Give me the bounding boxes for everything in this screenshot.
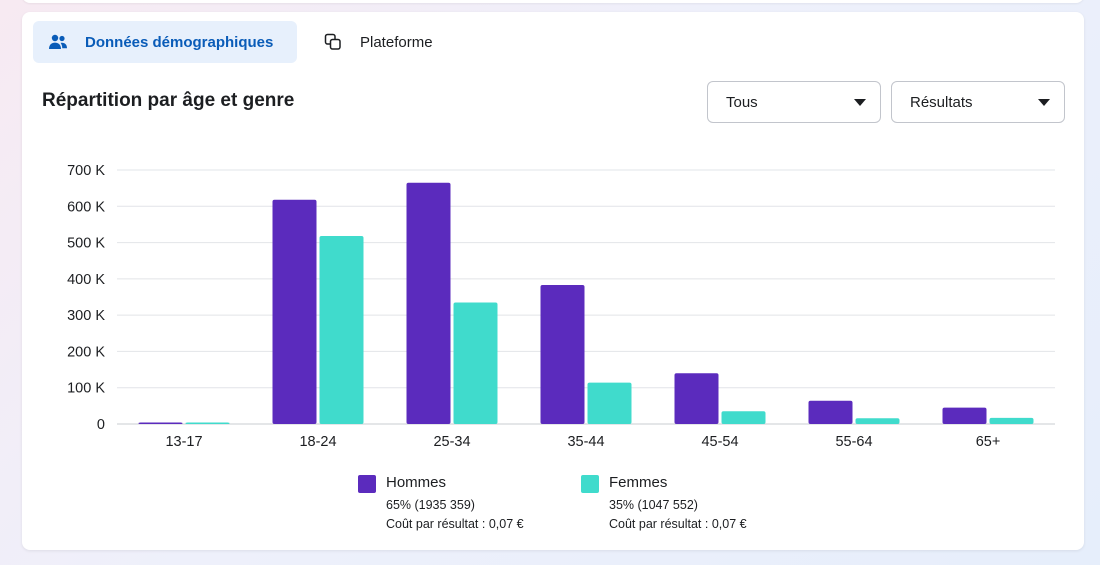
y-tick-label: 600 K: [67, 199, 105, 215]
bar-hommes-45-54[interactable]: [674, 373, 719, 424]
y-tick-label: 500 K: [67, 236, 105, 252]
legend-share-hommes: 65% (1935 359): [386, 498, 475, 512]
legend-swatch-hommes: [358, 475, 376, 493]
x-tick-label: 65+: [976, 434, 1001, 450]
x-tick-label: 25-34: [433, 434, 470, 450]
bar-hommes-35-44[interactable]: [540, 285, 585, 424]
x-tick-label: 55-64: [835, 434, 872, 450]
x-tick-label: 45-54: [701, 434, 738, 450]
legend-cost-hommes: Coût par résultat : 0,07 €: [386, 517, 524, 531]
tab-demographics-label: Données démographiques: [85, 33, 274, 51]
caret-down-icon: [1038, 98, 1050, 106]
x-tick-label: 13-17: [165, 434, 202, 450]
bar-femmes-45-54[interactable]: [721, 411, 766, 424]
metric-value: Résultats: [910, 93, 973, 111]
bar-femmes-65+[interactable]: [989, 417, 1034, 424]
tab-demographics[interactable]: Données démographiques: [33, 21, 297, 63]
y-tick-label: 400 K: [67, 272, 105, 288]
previous-card: [22, 0, 1084, 3]
bar-femmes-35-44[interactable]: [587, 382, 632, 424]
y-tick-label: 100 K: [67, 381, 105, 397]
caret-down-icon: [854, 98, 866, 106]
x-tick-label: 35-44: [567, 434, 604, 450]
chart-title: Répartition par âge et genre: [42, 90, 295, 111]
tab-platform[interactable]: Plateforme: [318, 21, 478, 63]
audience-filter-value: Tous: [726, 93, 758, 111]
bar-hommes-55-64[interactable]: [808, 400, 853, 424]
audience-filter-dropdown[interactable]: Tous: [707, 81, 881, 123]
bar-femmes-18-24[interactable]: [319, 236, 364, 424]
age-gender-bar-chart: 0 100 K 200 K 300 K 400 K 500 K 600 K 700 K 13-1…: [67, 163, 1055, 450]
bar-hommes-13-17[interactable]: [138, 422, 183, 425]
bar-femmes-13-17[interactable]: [185, 422, 230, 425]
bar-femmes-55-64[interactable]: [855, 418, 900, 424]
legend-label-hommes: Hommes: [386, 474, 447, 491]
y-tick-label: 300 K: [67, 308, 105, 324]
bar-femmes-25-34[interactable]: [453, 302, 498, 424]
platform-icon: [322, 31, 344, 53]
bar-hommes-65+[interactable]: [942, 407, 987, 424]
bar-hommes-25-34[interactable]: [406, 182, 451, 424]
legend-share-femmes: 35% (1047 552): [609, 498, 698, 512]
tab-platform-label: Plateforme: [360, 33, 433, 51]
people-icon: [47, 31, 69, 53]
metric-dropdown[interactable]: Résultats: [891, 81, 1065, 123]
y-tick-label: 700 K: [67, 163, 105, 179]
y-tick-label: 200 K: [67, 344, 105, 360]
legend-swatch-femmes: [581, 475, 599, 493]
legend-cost-femmes: Coût par résultat : 0,07 €: [609, 517, 747, 531]
bar-hommes-18-24[interactable]: [272, 199, 317, 424]
y-tick-label: 0: [97, 417, 105, 433]
demographics-card: Données démographiques Plateforme Répart…: [22, 12, 1084, 550]
legend-label-femmes: Femmes: [609, 474, 668, 491]
x-tick-label: 18-24: [299, 434, 336, 450]
